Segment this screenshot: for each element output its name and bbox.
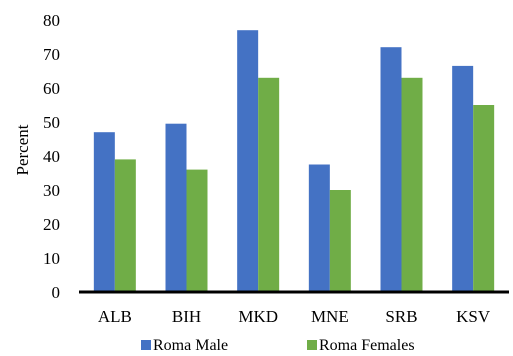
x-tick-label: SRB: [385, 307, 417, 326]
x-tick-label: KSV: [456, 307, 491, 326]
bar-roma-male-ksv: [452, 65, 474, 293]
legend-swatch: [307, 340, 317, 350]
y-tick-label: 40: [43, 147, 60, 166]
legend-label: Roma Females: [319, 337, 415, 354]
bar-roma-male-srb: [380, 47, 402, 293]
x-tick-label: MKD: [238, 307, 278, 326]
x-tick-label: BIH: [172, 307, 201, 326]
bars: [93, 30, 495, 293]
bar-roma-females-bih: [186, 169, 208, 292]
bar-roma-male-alb: [93, 132, 115, 292]
y-tick-label: 0: [52, 283, 61, 302]
bar-roma-females-mne: [329, 190, 351, 292]
y-tick-label: 20: [43, 215, 60, 234]
y-tick-label: 70: [43, 45, 60, 64]
bar-roma-females-srb: [401, 77, 423, 292]
bar-roma-females-ksv: [473, 105, 495, 292]
x-axis-labels: ALB BIH MKD MNE SRB KSV: [98, 307, 491, 326]
y-axis-title: Percent: [13, 124, 32, 175]
legend-swatch: [141, 340, 151, 350]
x-tick-label: MNE: [311, 307, 349, 326]
y-tick-label: 60: [43, 79, 60, 98]
bar-roma-male-bih: [165, 123, 187, 292]
bar-roma-females-mkd: [258, 77, 280, 292]
legend: Roma Male Roma Females: [141, 337, 415, 354]
y-tick-label: 80: [43, 11, 60, 30]
bar-roma-male-mne: [308, 164, 330, 292]
y-tick-label: 50: [43, 113, 60, 132]
x-tick-label: ALB: [98, 307, 132, 326]
bar-roma-females-alb: [114, 159, 136, 292]
y-axis-ticks: 0 10 20 30 40 50 60 70 80: [43, 11, 60, 302]
y-tick-label: 10: [43, 249, 60, 268]
y-tick-label: 30: [43, 181, 60, 200]
legend-label: Roma Male: [153, 337, 228, 354]
bar-roma-male-mkd: [237, 30, 259, 292]
